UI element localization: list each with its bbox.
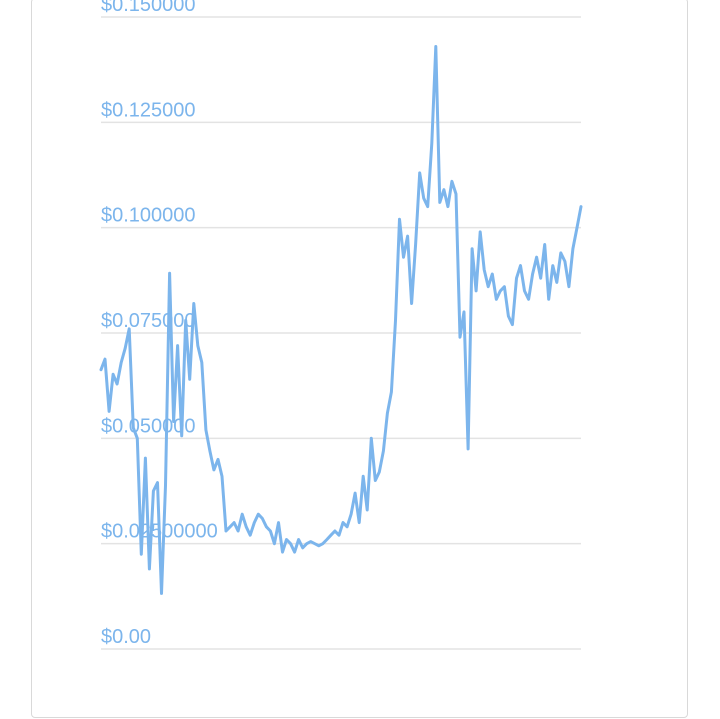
grid-layer (101, 16, 581, 650)
y-tick-label: $0.075000 (101, 310, 196, 332)
series-layer (99, 45, 583, 595)
price-line-chart: $0.00 $0.02500000 $0.050000 $0.075000 $0.100… (99, 0, 583, 650)
y-tick-label: $0.150000 (101, 0, 196, 16)
y-tick-label: $0.02500000 (101, 521, 218, 543)
y-tick-label: $0.125000 (101, 99, 196, 121)
price-series-line[interactable] (99, 45, 583, 595)
chart-card: $0.00 $0.02500000 $0.050000 $0.075000 $0.100… (31, 0, 688, 718)
y-tick-label: $0.100000 (101, 205, 196, 227)
y-axis-labels: $0.00 $0.02500000 $0.050000 $0.075000 $0.100… (101, 0, 218, 648)
y-tick-label: $0.050000 (101, 415, 196, 437)
y-tick-label: $0.00 (101, 626, 151, 648)
